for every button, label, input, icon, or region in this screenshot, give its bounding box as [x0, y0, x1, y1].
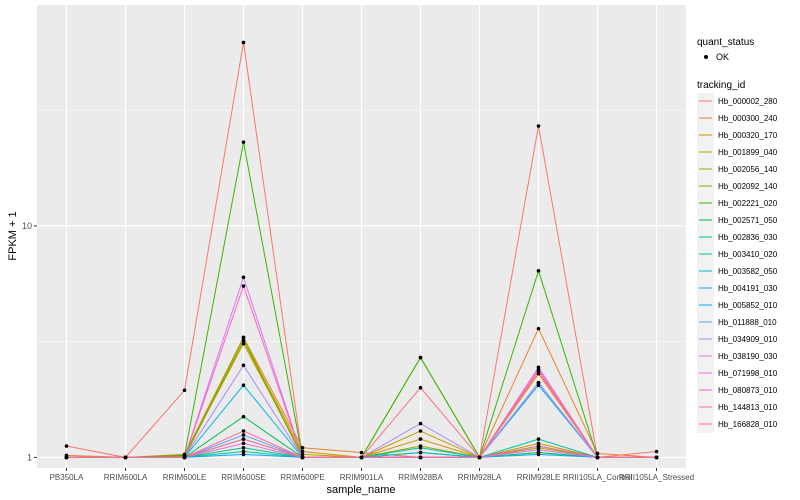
- legend-label: Hb_071998_010: [718, 369, 778, 378]
- legend-label: Hb_001899_040: [718, 148, 778, 157]
- y-tick-label: 1: [27, 452, 32, 462]
- data-point: [241, 363, 246, 368]
- legend-label: Hb_003582_050: [718, 267, 778, 276]
- shape-legend-label-ok: OK: [716, 52, 729, 62]
- legend-label: Hb_166828_010: [718, 420, 778, 429]
- x-tick-label: RRIM600LE: [163, 473, 207, 482]
- data-point: [241, 414, 246, 419]
- data-point: [300, 452, 305, 457]
- data-point: [241, 449, 246, 454]
- data-point: [359, 450, 364, 455]
- gridlines: [37, 5, 686, 468]
- data-point: [418, 455, 423, 460]
- data-point: [654, 449, 659, 454]
- data-point: [241, 335, 246, 340]
- data-point: [536, 437, 541, 441]
- data-point: [595, 451, 600, 456]
- data-point: [418, 385, 423, 390]
- data-point: [64, 455, 69, 460]
- data-point: [418, 429, 423, 433]
- legend-label: Hb_038190_030: [718, 352, 778, 361]
- data-point: [536, 268, 541, 273]
- data-point: [64, 444, 69, 448]
- data-point: [300, 446, 305, 450]
- data-point: [123, 455, 128, 460]
- y-axis-title: FPKM + 1: [7, 211, 19, 260]
- legend-label: Hb_144813_010: [718, 403, 778, 412]
- data-point: [418, 421, 423, 426]
- data-point: [536, 441, 541, 446]
- data-point: [418, 355, 423, 360]
- x-axis: PB350LA RRIM600LA RRIM600LE RRIM600SE RRIM60…: [50, 468, 694, 482]
- data-point: [241, 383, 246, 388]
- data-point: [241, 140, 246, 144]
- data-point: [300, 455, 305, 460]
- legend-label: Hb_004191_030: [718, 284, 778, 293]
- legend-label: Hb_003410_020: [718, 250, 778, 259]
- y-axis: 1 10: [22, 221, 37, 462]
- x-tick-label: RRIM600PE: [280, 473, 324, 482]
- legend-label: Hb_000300_240: [718, 114, 778, 123]
- color-legend: tracking_id Hb_000002_280 Hb_000300_240 Hb…: [697, 80, 778, 433]
- data-point: [182, 388, 187, 393]
- data-point: [654, 455, 659, 460]
- color-legend-title: tracking_id: [697, 80, 745, 91]
- data-point: [418, 450, 423, 455]
- y-tick-label: 10: [22, 221, 32, 231]
- data-point: [418, 446, 423, 450]
- ok-point-icon: [704, 55, 708, 59]
- data-point: [536, 124, 541, 128]
- data-point: [536, 381, 541, 385]
- x-tick-label: RRIM600SE: [221, 473, 265, 482]
- data-point: [241, 40, 246, 45]
- x-tick-label: RRII105LA_Control: [563, 473, 633, 482]
- data-point: [536, 444, 541, 448]
- data-point: [536, 447, 541, 452]
- data-point: [477, 455, 482, 460]
- legend-label: Hb_000002_280: [718, 97, 778, 106]
- x-tick-label: RRIM901LA: [340, 473, 384, 482]
- data-points: [64, 40, 659, 460]
- legend-label: Hb_011888_010: [718, 318, 777, 327]
- legend-label: Hb_002056_140: [718, 165, 778, 174]
- x-tick-label: PB350LA: [50, 473, 84, 482]
- data-point: [241, 452, 246, 457]
- x-tick-label: RRIM928BA: [398, 473, 443, 482]
- legend-label: Hb_034909_010: [718, 335, 778, 344]
- legend-label: Hb_005852_010: [718, 301, 778, 310]
- shape-legend: quant_status OK: [697, 37, 754, 62]
- shape-legend-title: quant_status: [697, 37, 754, 48]
- data-point: [241, 341, 246, 346]
- data-point: [241, 433, 246, 437]
- data-point: [536, 452, 541, 457]
- legend-label: Hb_080873_010: [718, 386, 778, 395]
- data-point: [359, 455, 364, 460]
- data-point: [241, 446, 246, 450]
- legend-label: Hb_000320_170: [718, 131, 778, 140]
- data-point: [300, 449, 305, 454]
- data-point: [241, 437, 246, 441]
- legend-label: Hb_002836_030: [718, 233, 778, 242]
- data-point: [536, 326, 541, 331]
- data-point: [182, 455, 187, 460]
- x-tick-label: RRIM928LA: [458, 473, 502, 482]
- data-point: [418, 437, 423, 441]
- data-point: [241, 275, 246, 280]
- data-point: [595, 455, 600, 460]
- data-point: [536, 367, 541, 372]
- data-point: [241, 441, 246, 446]
- legend-label: Hb_002571_050: [718, 216, 778, 225]
- data-point: [241, 429, 246, 433]
- x-tick-label: RRIM928LE: [517, 473, 561, 482]
- x-tick-label: RRII105LA_Stressed: [619, 473, 694, 482]
- legend-label: Hb_002221_020: [718, 199, 778, 208]
- data-point: [241, 338, 246, 343]
- x-axis-title: sample_name: [326, 484, 395, 496]
- legend-label: Hb_002092_140: [718, 182, 778, 191]
- data-point: [241, 284, 246, 288]
- x-tick-label: RRIM600LA: [104, 473, 148, 482]
